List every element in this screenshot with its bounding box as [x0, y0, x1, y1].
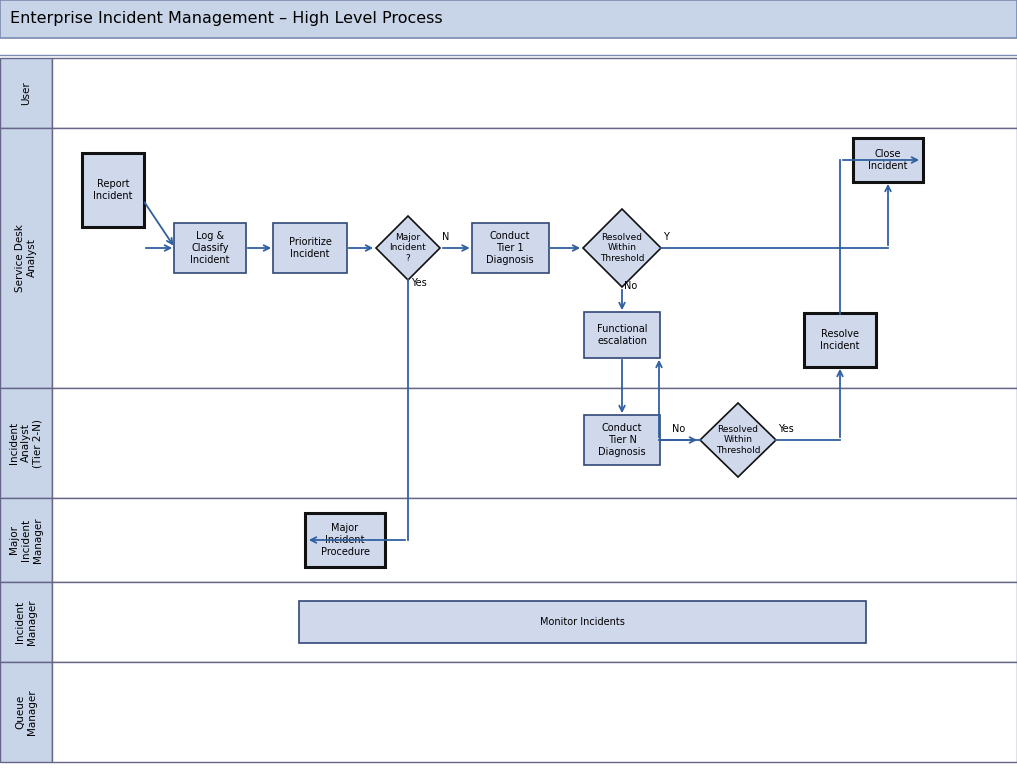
FancyBboxPatch shape — [584, 312, 660, 358]
Text: Report
Incident: Report Incident — [94, 179, 133, 201]
Text: Prioritize
Incident: Prioritize Incident — [289, 237, 332, 259]
Text: Enterprise Incident Management – High Level Process: Enterprise Incident Management – High Le… — [10, 12, 442, 26]
Text: User: User — [21, 81, 31, 105]
Text: Incident
Analyst
(Tier 2-N): Incident Analyst (Tier 2-N) — [9, 418, 43, 468]
Text: Major
Incident
?: Major Incident ? — [390, 233, 426, 263]
FancyBboxPatch shape — [305, 513, 385, 567]
Text: Log &
Classify
Incident: Log & Classify Incident — [190, 232, 230, 265]
FancyBboxPatch shape — [52, 128, 1017, 388]
FancyBboxPatch shape — [0, 498, 52, 582]
Text: Conduct
Tier N
Diagnosis: Conduct Tier N Diagnosis — [598, 423, 646, 456]
Text: Functional
escalation: Functional escalation — [597, 324, 647, 346]
FancyBboxPatch shape — [52, 582, 1017, 662]
FancyBboxPatch shape — [0, 128, 52, 388]
Text: Yes: Yes — [411, 278, 427, 288]
Text: Conduct
Tier 1
Diagnosis: Conduct Tier 1 Diagnosis — [486, 232, 534, 265]
Text: Resolve
Incident: Resolve Incident — [821, 329, 859, 350]
Text: Monitor Incidents: Monitor Incidents — [540, 617, 624, 627]
Polygon shape — [700, 403, 776, 477]
Text: Resolved
Within
Threshold: Resolved Within Threshold — [716, 425, 761, 455]
Polygon shape — [583, 209, 661, 287]
Text: Queue
Manager: Queue Manager — [15, 689, 37, 735]
FancyBboxPatch shape — [0, 388, 52, 498]
Text: Y: Y — [663, 232, 669, 242]
FancyBboxPatch shape — [0, 0, 1017, 38]
Text: Service Desk
Analyst: Service Desk Analyst — [15, 224, 37, 292]
Text: No: No — [672, 424, 685, 434]
FancyBboxPatch shape — [52, 662, 1017, 762]
FancyBboxPatch shape — [0, 58, 52, 128]
FancyBboxPatch shape — [804, 313, 876, 367]
FancyBboxPatch shape — [853, 138, 923, 182]
FancyBboxPatch shape — [0, 582, 52, 662]
Text: N: N — [442, 232, 450, 242]
FancyBboxPatch shape — [82, 153, 144, 227]
Text: Yes: Yes — [778, 424, 793, 434]
FancyBboxPatch shape — [584, 415, 660, 465]
FancyBboxPatch shape — [472, 223, 548, 273]
Text: No: No — [624, 281, 638, 291]
Polygon shape — [376, 216, 440, 280]
FancyBboxPatch shape — [273, 223, 347, 273]
FancyBboxPatch shape — [52, 498, 1017, 582]
FancyBboxPatch shape — [0, 662, 52, 762]
Text: Incident
Manager: Incident Manager — [15, 599, 37, 645]
FancyBboxPatch shape — [174, 223, 246, 273]
Text: Resolved
Within
Threshold: Resolved Within Threshold — [600, 233, 644, 263]
Text: Close
Incident: Close Incident — [869, 149, 908, 171]
Text: Major
Incident
Procedure: Major Incident Procedure — [320, 523, 369, 557]
Text: Major
Incident
Manager: Major Incident Manager — [9, 517, 43, 563]
FancyBboxPatch shape — [52, 58, 1017, 128]
FancyBboxPatch shape — [299, 601, 865, 643]
FancyBboxPatch shape — [52, 388, 1017, 498]
